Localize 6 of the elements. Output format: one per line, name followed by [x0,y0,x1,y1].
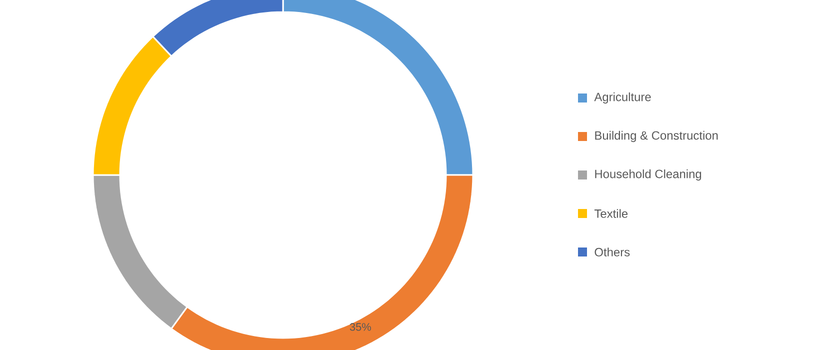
data-label: 35% [350,323,371,331]
legend-label: Building & Construction [595,130,718,142]
legend-label: Household Cleaning [595,169,702,181]
legend-label: Agriculture [594,92,651,104]
legend-label: Textile [594,209,628,218]
legend-label: Others [594,248,630,256]
